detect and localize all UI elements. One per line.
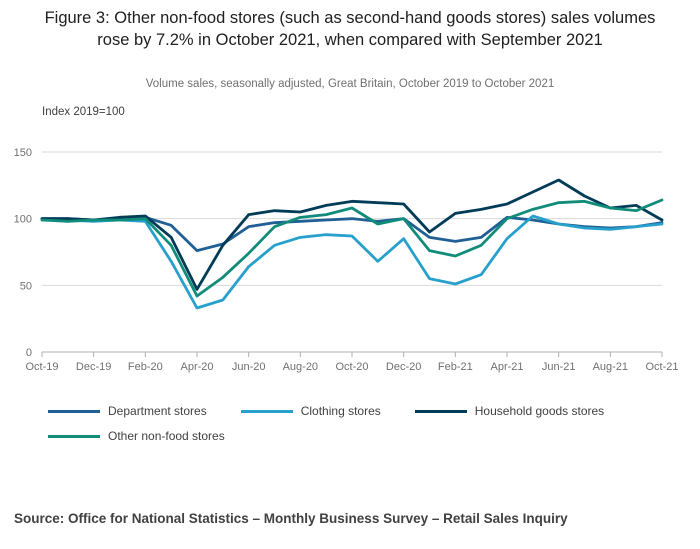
source-text: Source: Office for National Statistics –… bbox=[14, 511, 568, 526]
legend-label-household-goods-stores: Household goods stores bbox=[474, 404, 605, 418]
svg-text:Oct-20: Oct-20 bbox=[335, 361, 368, 373]
svg-text:Feb-20: Feb-20 bbox=[128, 361, 163, 373]
chart-legend: Department stores Clothing stores Househ… bbox=[48, 404, 672, 443]
legend-swatch-household-goods-stores bbox=[414, 409, 467, 413]
svg-text:Jun-21: Jun-21 bbox=[542, 361, 576, 373]
legend-item-clothing-stores: Clothing stores bbox=[240, 404, 381, 418]
legend-item-household-goods-stores: Household goods stores bbox=[414, 404, 605, 418]
legend-item-other-non-food-stores: Other non-food stores bbox=[48, 429, 225, 443]
svg-text:Apr-20: Apr-20 bbox=[180, 361, 213, 373]
svg-text:Aug-20: Aug-20 bbox=[283, 361, 318, 373]
line-chart: 0 50 100 150 Oct-19 Dec-19 Feb-20 Apr-20 Jun-20 A… bbox=[14, 147, 679, 373]
svg-text:0: 0 bbox=[26, 347, 32, 359]
legend-label-clothing-stores: Clothing stores bbox=[300, 404, 381, 418]
svg-text:Apr-21: Apr-21 bbox=[490, 361, 523, 373]
legend-swatch-department-stores bbox=[48, 409, 100, 413]
y-axis-label: Index 2019=100 bbox=[42, 106, 125, 118]
svg-text:Oct-21: Oct-21 bbox=[645, 361, 678, 373]
svg-text:Feb-21: Feb-21 bbox=[438, 361, 473, 373]
svg-text:Dec-20: Dec-20 bbox=[386, 361, 421, 373]
svg-text:Jun-20: Jun-20 bbox=[232, 361, 266, 373]
legend-swatch-clothing-stores bbox=[240, 409, 293, 413]
legend-item-department-stores: Department stores bbox=[48, 404, 207, 418]
svg-text:Aug-21: Aug-21 bbox=[593, 361, 628, 373]
chart-title: Figure 3: Other non-food stores (such as… bbox=[44, 9, 656, 49]
legend-label-other-non-food-stores: Other non-food stores bbox=[108, 429, 225, 443]
legend-label-department-stores: Department stores bbox=[108, 404, 207, 418]
chart-subtitle: Volume sales, seasonally adjusted, Great… bbox=[145, 78, 555, 90]
svg-text:Dec-19: Dec-19 bbox=[76, 361, 111, 373]
svg-text:50: 50 bbox=[20, 280, 32, 292]
svg-text:100: 100 bbox=[14, 214, 32, 226]
legend-swatch-other-non-food-stores bbox=[48, 434, 100, 438]
svg-text:Oct-19: Oct-19 bbox=[25, 361, 58, 373]
svg-text:150: 150 bbox=[14, 147, 32, 159]
